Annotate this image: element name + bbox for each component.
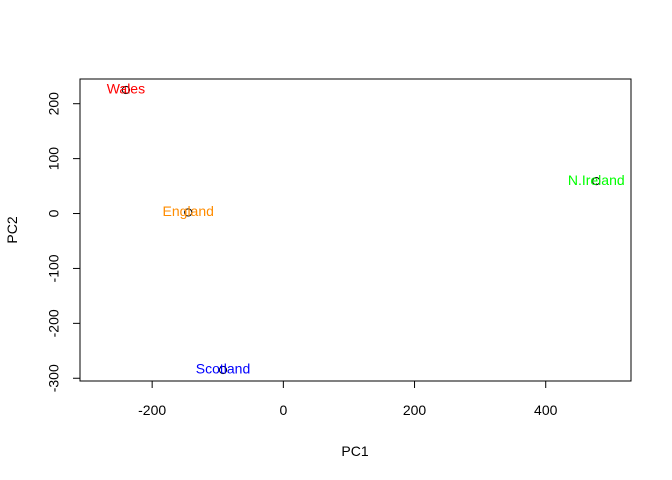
y-tick-label: 0 (46, 209, 62, 217)
data-points: England Wales Scotland N.Ireland (107, 81, 625, 377)
y-tick-label: -100 (46, 254, 62, 282)
x-axis: -200 0 200 400 (138, 380, 558, 418)
y-tick-label: 100 (46, 147, 62, 171)
data-point (218, 365, 228, 375)
data-point (592, 177, 601, 186)
data-point (121, 85, 131, 95)
data-point (184, 208, 193, 217)
y-tick-label: -300 (46, 364, 62, 392)
y-tick-label: -200 (46, 309, 62, 337)
x-tick-label: 0 (279, 402, 287, 418)
point-label: England (163, 203, 214, 219)
x-axis-title: PC1 (341, 443, 368, 459)
point-label: Wales (107, 81, 145, 97)
point-label: Scotland (196, 361, 250, 377)
y-axis: -300 -200 -100 0 100 200 (46, 92, 81, 392)
x-tick-label: -200 (138, 402, 166, 418)
point-label: N.Ireland (568, 172, 625, 188)
y-axis-title: PC2 (4, 216, 20, 243)
x-tick-label: 200 (403, 402, 427, 418)
y-tick-label: 200 (46, 92, 62, 116)
x-tick-label: 400 (534, 402, 558, 418)
plot-box (79, 78, 632, 382)
